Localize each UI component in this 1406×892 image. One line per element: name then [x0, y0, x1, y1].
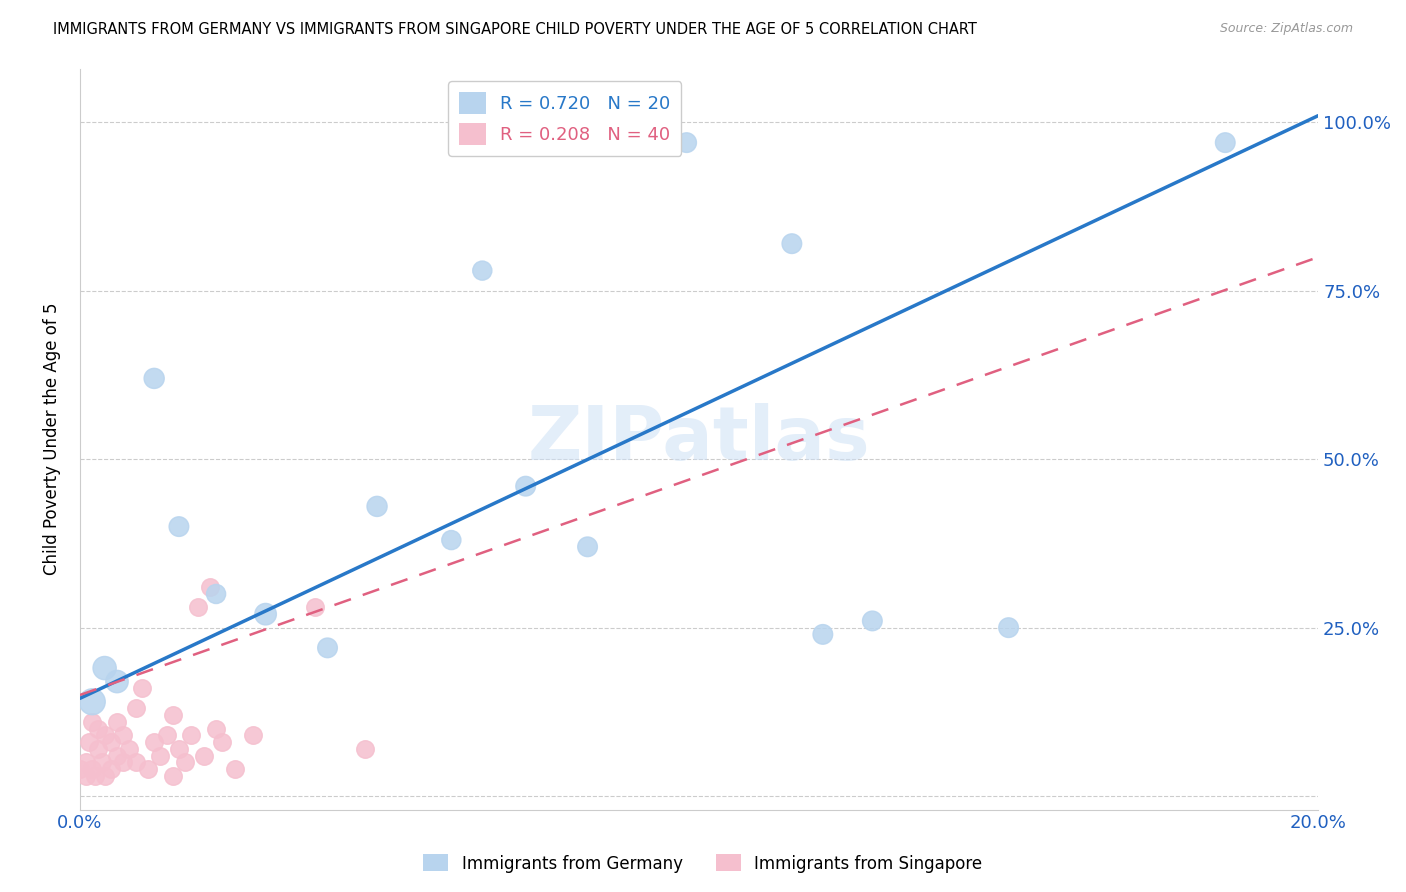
Point [675, 136, 697, 150]
Point [87, 722, 110, 736]
Point [112, 756, 135, 770]
Point [366, 500, 388, 514]
Point [87, 742, 110, 756]
Point [780, 236, 803, 251]
Point [353, 742, 375, 756]
Point [112, 728, 135, 742]
Point [193, 748, 215, 763]
Point [75, 756, 97, 770]
Point [155, 728, 177, 742]
Point [576, 540, 599, 554]
Point [143, 371, 166, 385]
Point [471, 263, 494, 277]
Y-axis label: Child Poverty Under the Age of 5: Child Poverty Under the Age of 5 [44, 302, 60, 575]
Point [90, 756, 112, 770]
Point [105, 714, 128, 729]
Text: IMMIGRANTS FROM GERMANY VS IMMIGRANTS FROM SINGAPORE CHILD POVERTY UNDER THE AGE: IMMIGRANTS FROM GERMANY VS IMMIGRANTS FR… [53, 22, 977, 37]
Point [860, 614, 883, 628]
Point [124, 756, 146, 770]
Point [131, 681, 153, 696]
Point [205, 722, 228, 736]
Point [174, 756, 197, 770]
Point [515, 479, 537, 493]
Point [77, 735, 100, 749]
Point [242, 728, 264, 742]
Point [180, 728, 202, 742]
Point [149, 748, 172, 763]
Point [84, 769, 107, 783]
Point [105, 748, 128, 763]
Point [167, 742, 190, 756]
Point [211, 735, 233, 749]
Text: Source: ZipAtlas.com: Source: ZipAtlas.com [1219, 22, 1353, 36]
Point [254, 607, 277, 622]
Point [82, 695, 104, 709]
Point [811, 627, 834, 641]
Legend: Immigrants from Germany, Immigrants from Singapore: Immigrants from Germany, Immigrants from… [416, 847, 990, 880]
Point [304, 600, 326, 615]
Point [93, 661, 115, 675]
Point [316, 640, 339, 655]
Point [100, 735, 122, 749]
Point [162, 708, 184, 723]
Point [136, 762, 159, 776]
Point [124, 701, 146, 715]
Text: ZIPatlas: ZIPatlas [527, 402, 870, 475]
Point [997, 621, 1019, 635]
Legend: R = 0.720   N = 20, R = 0.208   N = 40: R = 0.720 N = 20, R = 0.208 N = 40 [449, 81, 682, 156]
Point [186, 600, 208, 615]
Point [167, 519, 190, 533]
Point [162, 769, 184, 783]
Point [105, 674, 128, 689]
Point [93, 728, 115, 742]
Point [118, 742, 141, 756]
Point [93, 769, 115, 783]
Point [143, 735, 166, 749]
Point [69, 762, 91, 776]
Point [1213, 136, 1236, 150]
Point [440, 533, 463, 547]
Point [613, 136, 636, 150]
Point [224, 762, 246, 776]
Point [205, 587, 228, 601]
Point [82, 762, 104, 776]
Point [198, 580, 221, 594]
Point [100, 762, 122, 776]
Point [75, 769, 97, 783]
Point [82, 714, 104, 729]
